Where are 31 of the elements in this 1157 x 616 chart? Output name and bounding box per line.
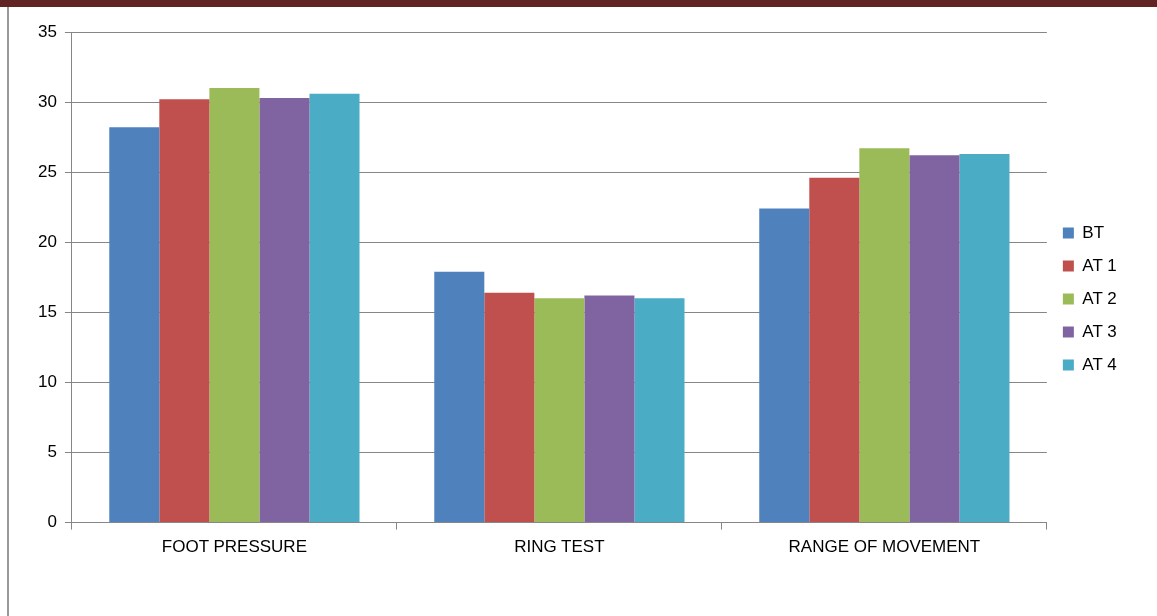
bar (909, 155, 960, 523)
bar (484, 292, 535, 523)
bar (209, 88, 260, 523)
bar (809, 177, 860, 523)
x-tick-label: FOOT PRESSURE (161, 537, 307, 557)
legend-label: AT 4 (1082, 354, 1117, 374)
bar (634, 298, 685, 523)
legend-label: BT (1082, 222, 1105, 242)
bar (534, 298, 585, 523)
y-tick-label: 15 (37, 302, 57, 322)
bar (759, 208, 810, 523)
legend-label: AT 3 (1082, 321, 1117, 341)
bar (959, 153, 1010, 523)
y-tick-label: 10 (37, 372, 57, 392)
y-tick-label: 0 (47, 512, 57, 532)
bar (309, 93, 360, 523)
bar (584, 295, 635, 523)
y-tick-label: 20 (37, 231, 57, 251)
x-tick-label: RANGE OF MOVEMENT (788, 537, 981, 557)
legend-label: AT 1 (1082, 255, 1117, 275)
bar (434, 271, 485, 523)
bar (259, 97, 310, 523)
bar (159, 99, 210, 523)
bar (859, 148, 910, 523)
y-tick-label: 30 (37, 91, 57, 111)
x-tick-label: RING TEST (514, 537, 605, 557)
y-tick-label: 25 (37, 161, 57, 181)
bar (109, 127, 160, 523)
y-tick-label: 5 (47, 442, 57, 462)
legend-label: AT 2 (1082, 288, 1117, 308)
y-tick-label: 35 (37, 21, 57, 41)
